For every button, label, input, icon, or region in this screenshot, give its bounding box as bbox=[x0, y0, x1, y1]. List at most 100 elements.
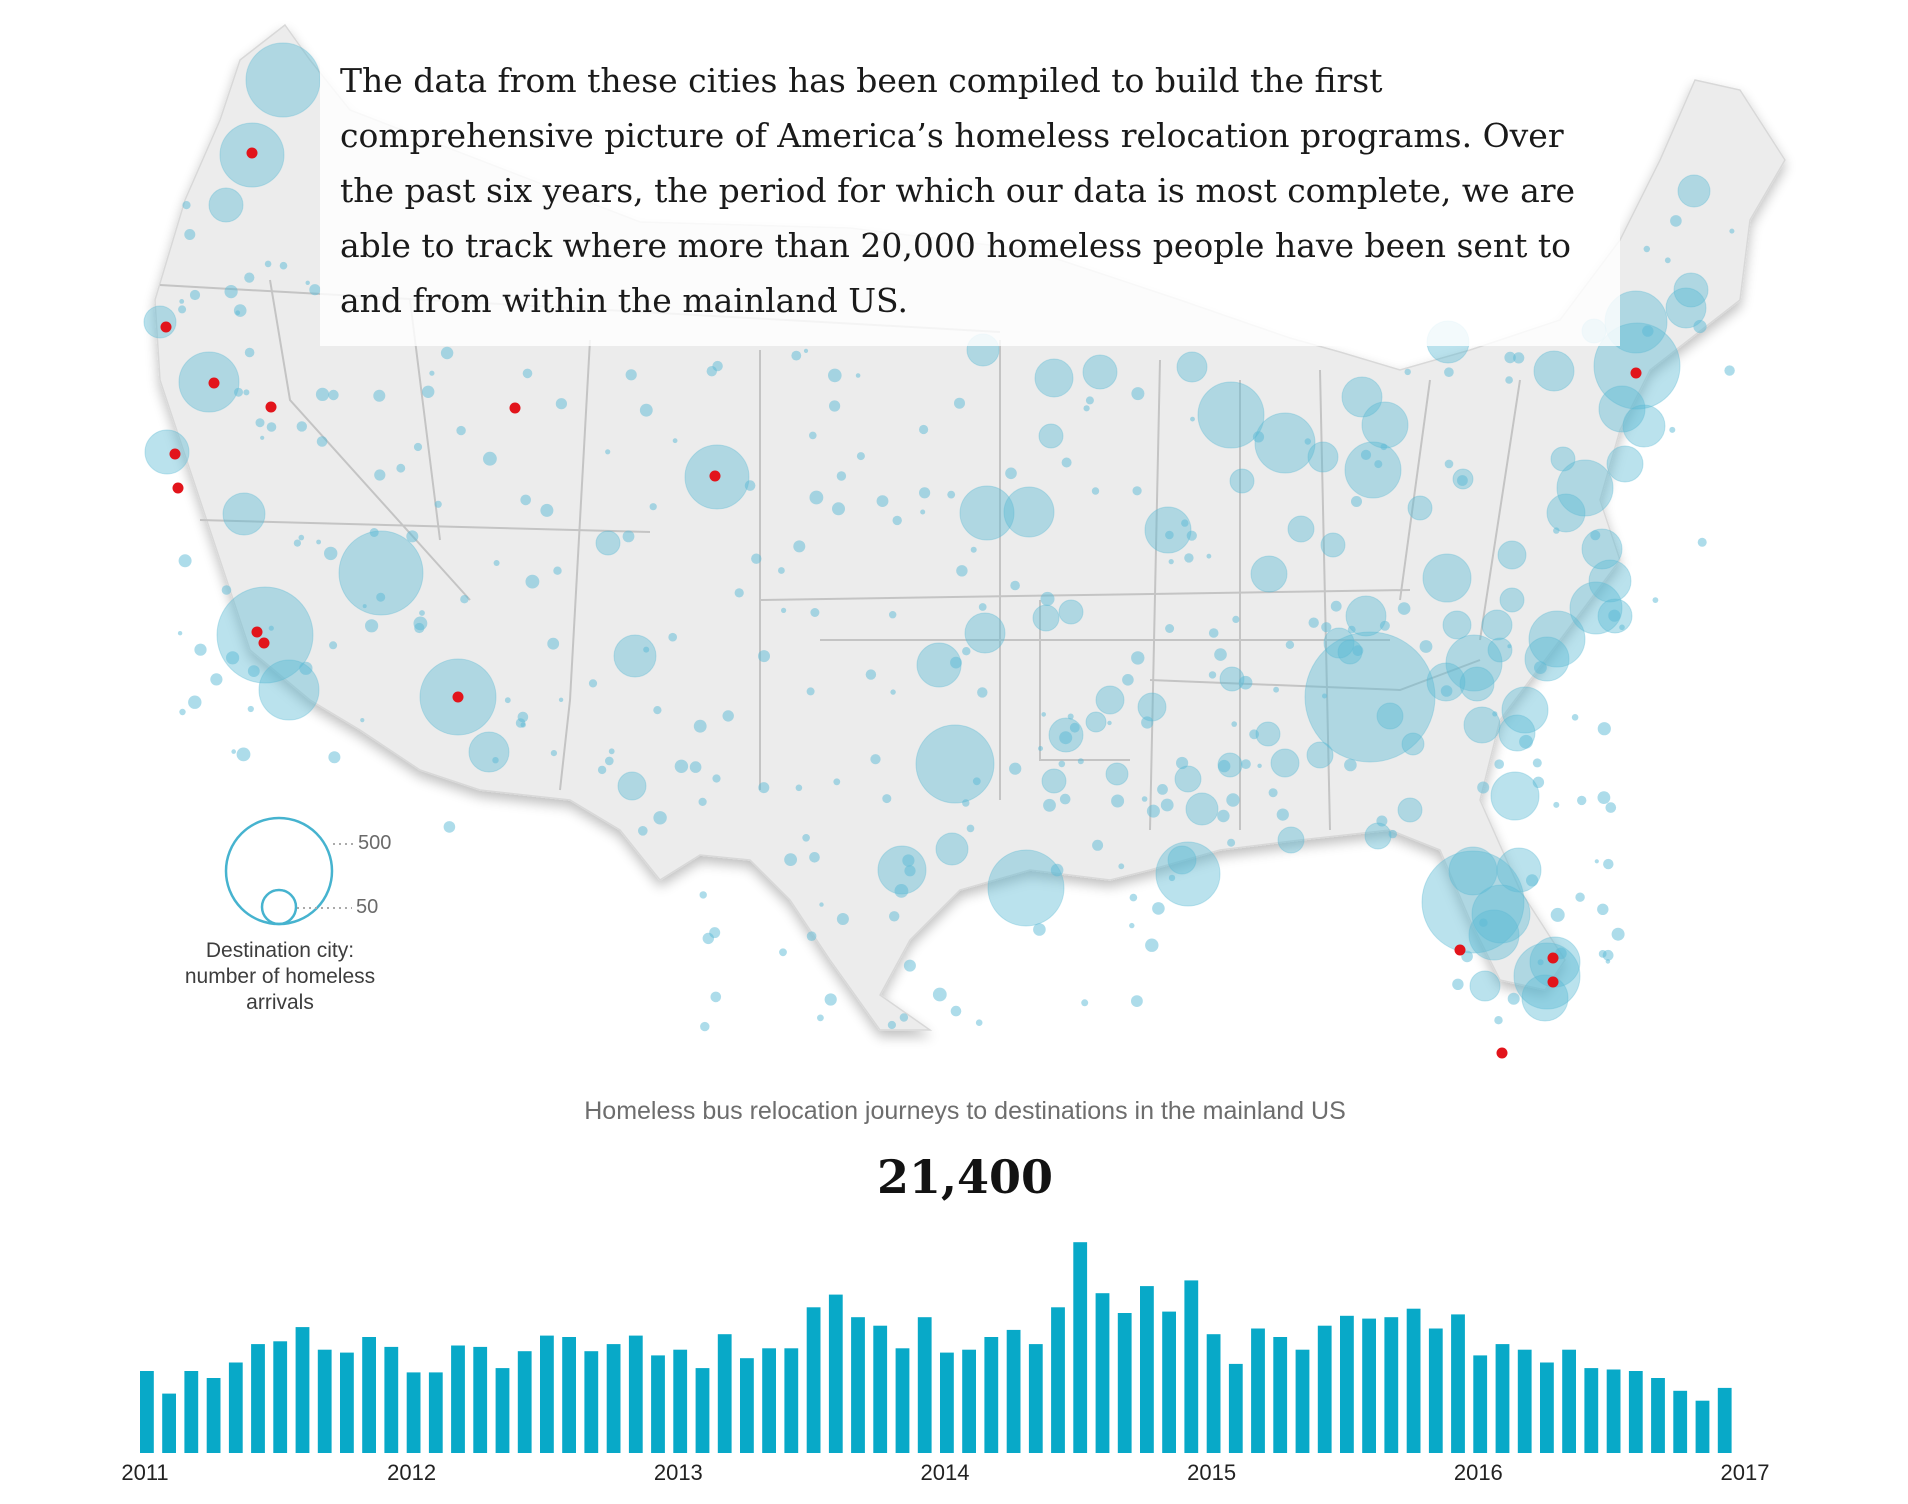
destination-bubble bbox=[876, 495, 889, 507]
destination-bubble bbox=[1669, 426, 1676, 433]
destination-bubble bbox=[653, 811, 667, 825]
destination-bubble bbox=[1407, 495, 1433, 521]
bar-month bbox=[1517, 1349, 1532, 1453]
destination-bubble bbox=[904, 865, 916, 877]
bar-month bbox=[1184, 1280, 1199, 1453]
bar-month bbox=[206, 1378, 221, 1453]
destination-bubble bbox=[1250, 555, 1288, 593]
destination-bubble bbox=[1229, 468, 1255, 494]
bar-month bbox=[628, 1335, 643, 1453]
bar-month bbox=[1695, 1400, 1710, 1453]
destination-bubble bbox=[809, 852, 820, 863]
destination-bubble bbox=[221, 585, 232, 595]
origin-city-dot bbox=[246, 147, 258, 159]
destination-bubble bbox=[836, 913, 849, 925]
destination-bubble bbox=[1445, 634, 1503, 692]
destination-bubble bbox=[1597, 791, 1611, 804]
destination-bubble bbox=[1404, 368, 1411, 376]
destination-bubble bbox=[702, 932, 714, 945]
destination-bubble bbox=[1577, 795, 1587, 806]
bar-month bbox=[317, 1349, 332, 1453]
destination-bubble bbox=[328, 389, 339, 401]
bar-month bbox=[406, 1372, 421, 1453]
destination-bubble bbox=[977, 687, 988, 698]
destination-bubble bbox=[1069, 722, 1080, 733]
bar-month bbox=[473, 1346, 488, 1453]
destination-bubble bbox=[1602, 949, 1614, 961]
destination-bubble bbox=[1238, 675, 1253, 690]
destination-bubble bbox=[329, 641, 338, 650]
destination-bubble bbox=[1032, 604, 1060, 632]
destination-bubble bbox=[1673, 272, 1709, 308]
bar-month bbox=[1140, 1286, 1154, 1453]
destination-bubble bbox=[1252, 431, 1265, 443]
destination-bubble bbox=[903, 959, 916, 972]
destination-bubble bbox=[1077, 758, 1084, 765]
destination-bubble bbox=[456, 425, 466, 436]
destination-bubble bbox=[247, 705, 254, 713]
destination-bubble bbox=[1594, 859, 1599, 864]
bar-month bbox=[1162, 1311, 1176, 1453]
destination-bubble bbox=[1131, 995, 1143, 1007]
destination-bubble bbox=[919, 487, 931, 499]
destination-bubble bbox=[1352, 645, 1364, 656]
destination-bubble bbox=[1307, 441, 1339, 473]
destination-bubble bbox=[1505, 376, 1513, 384]
destination-bubble bbox=[1085, 711, 1107, 733]
destination-bubble bbox=[1537, 959, 1544, 966]
bar-month bbox=[273, 1341, 288, 1453]
bar-month bbox=[895, 1348, 910, 1453]
destination-bubble bbox=[1347, 625, 1356, 634]
destination-bubble bbox=[1033, 923, 1046, 936]
destination-bubble bbox=[1241, 759, 1251, 769]
destination-bubble bbox=[706, 366, 717, 377]
destination-bubble bbox=[1603, 858, 1614, 870]
destination-bubble bbox=[1494, 759, 1504, 769]
destination-bubble bbox=[226, 651, 240, 665]
bar-month bbox=[806, 1307, 821, 1453]
destination-bubble bbox=[1190, 416, 1195, 422]
destination-bubble bbox=[899, 1013, 909, 1022]
destination-bubble bbox=[1131, 387, 1145, 401]
destination-bubble bbox=[954, 397, 965, 409]
bar-month bbox=[1251, 1328, 1265, 1453]
destination-bubble bbox=[1479, 918, 1488, 927]
destination-bubble bbox=[1457, 475, 1468, 486]
bar-month bbox=[962, 1349, 976, 1453]
destination-bubble bbox=[143, 305, 177, 339]
destination-bubble bbox=[819, 902, 824, 907]
year-tick-label: 2014 bbox=[920, 1460, 970, 1485]
destination-bubble bbox=[932, 987, 947, 1002]
destination-bubble bbox=[1137, 692, 1167, 722]
destination-bubble bbox=[1521, 974, 1569, 1022]
destination-bubble bbox=[950, 656, 962, 669]
destination-bubble bbox=[1528, 610, 1586, 668]
destination-bubble bbox=[1041, 712, 1046, 717]
destination-bubble bbox=[1152, 902, 1165, 915]
destination-bubble bbox=[778, 567, 785, 574]
destination-bubble bbox=[260, 435, 265, 440]
destination-bubble bbox=[1546, 493, 1586, 533]
destination-bubble bbox=[806, 931, 817, 941]
destination-bubble bbox=[1082, 354, 1118, 390]
destination-bubble bbox=[1040, 591, 1055, 606]
destination-bubble bbox=[964, 612, 1006, 654]
destination-bubble bbox=[1471, 884, 1531, 944]
origin-city-markers bbox=[160, 147, 1642, 1059]
destination-bubble bbox=[1043, 798, 1056, 812]
bar-month bbox=[1406, 1308, 1421, 1453]
destination-bubble bbox=[919, 424, 929, 435]
destination-bubble bbox=[1501, 686, 1549, 734]
bar-month bbox=[828, 1294, 843, 1453]
destination-bubble bbox=[597, 765, 607, 775]
bar-month bbox=[1340, 1315, 1354, 1453]
year-tick-label: 2013 bbox=[653, 1460, 703, 1485]
destination-bubble bbox=[889, 611, 897, 619]
destination-bubble bbox=[1463, 706, 1501, 744]
destination-bubble bbox=[1059, 793, 1071, 805]
bar-month bbox=[517, 1351, 532, 1453]
destination-bubble bbox=[959, 485, 1015, 541]
destination-bubble bbox=[525, 574, 540, 589]
bar-month bbox=[1562, 1349, 1576, 1453]
destination-bubble bbox=[492, 757, 499, 764]
